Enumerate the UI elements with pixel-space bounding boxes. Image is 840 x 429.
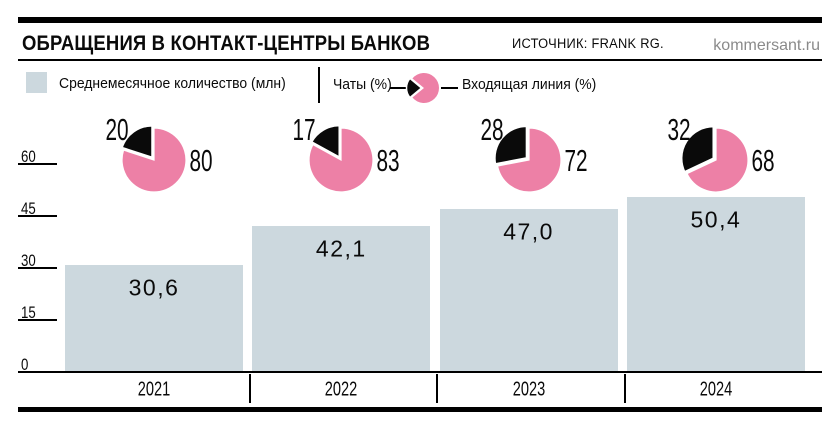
pie-chats-slice <box>680 125 715 174</box>
y-axis-tick <box>18 214 57 217</box>
bar-value-label: 50,4 <box>690 206 742 233</box>
y-axis-tick-label: 60 <box>21 146 36 166</box>
legend-connector-left <box>390 87 407 89</box>
pie-inbound-slice <box>121 127 187 193</box>
inbound-share-label: 72 <box>564 142 588 178</box>
axis-baseline <box>18 370 822 373</box>
inbound-share-label: 80 <box>189 142 213 178</box>
bar-value-label: 47,0 <box>503 218 554 245</box>
x-axis-column-divider <box>249 373 252 403</box>
legend-connector-right <box>441 87 458 89</box>
y-axis-tick <box>18 318 57 321</box>
bar-value-label: 42,1 <box>315 235 367 262</box>
inbound-share-label: 83 <box>376 142 400 178</box>
inbound-share-label: 68 <box>751 142 775 178</box>
bar <box>252 225 431 372</box>
bar <box>439 208 618 372</box>
chats-share-label: 17 <box>292 112 316 147</box>
legend-inbound-label: Входящая линия (%) <box>462 76 597 93</box>
header-top-bar <box>18 17 822 23</box>
pie-chart-2023 <box>493 125 562 193</box>
pie-chart-2022 <box>308 124 374 193</box>
legend-chats-label: Чаты (%) <box>333 76 392 93</box>
bar <box>65 265 243 372</box>
legend-inbound-slice <box>412 73 439 103</box>
chats-share-label: 32 <box>667 112 691 147</box>
chats-share-label: 28 <box>480 112 504 147</box>
site-link[interactable]: kommersant.ru <box>713 37 820 54</box>
x-axis-column-divider <box>436 373 439 403</box>
legend-chats-slice <box>405 77 423 99</box>
legend-divider <box>318 67 320 103</box>
legend-bar-swatch <box>26 72 47 93</box>
x-axis-column-divider <box>623 373 626 403</box>
legend-pie-icon <box>402 66 446 110</box>
pie-inbound-slice <box>308 127 374 193</box>
pie-chats-slice <box>310 124 341 159</box>
pie-inbound-slice <box>686 127 749 193</box>
y-axis-tick-label: 15 <box>21 302 36 322</box>
chats-share-label: 20 <box>105 112 129 147</box>
y-axis-tick-label: 45 <box>21 198 36 218</box>
header-rule <box>18 59 822 61</box>
x-axis-label: 2024 <box>699 378 733 401</box>
bottom-rule <box>18 407 822 412</box>
source-label: ИСТОЧНИК: FRANK RG. <box>512 36 664 51</box>
x-axis-label: 2021 <box>137 378 171 401</box>
pie-chart-2024 <box>680 125 749 193</box>
x-axis-label: 2023 <box>512 378 545 401</box>
bar-value-label: 30,6 <box>128 274 180 301</box>
pie-chart-2021 <box>120 124 187 193</box>
y-axis-tick-label: 0 <box>21 354 29 374</box>
pie-inbound-slice <box>496 127 562 193</box>
pie-chats-slice <box>120 124 154 159</box>
legend-bars-label: Среднемесячное количество (млн) <box>59 75 286 92</box>
page-title: ОБРАЩЕНИЯ В КОНТАКТ-ЦЕНТРЫ БАНКОВ <box>22 32 431 55</box>
y-axis-tick <box>18 266 57 269</box>
x-axis-label: 2022 <box>325 378 358 401</box>
bar <box>626 196 805 372</box>
y-axis-tick <box>18 162 57 165</box>
y-axis-tick-label: 30 <box>21 250 36 270</box>
legend-pie-svg <box>405 73 439 103</box>
pie-chats-slice <box>493 125 528 166</box>
